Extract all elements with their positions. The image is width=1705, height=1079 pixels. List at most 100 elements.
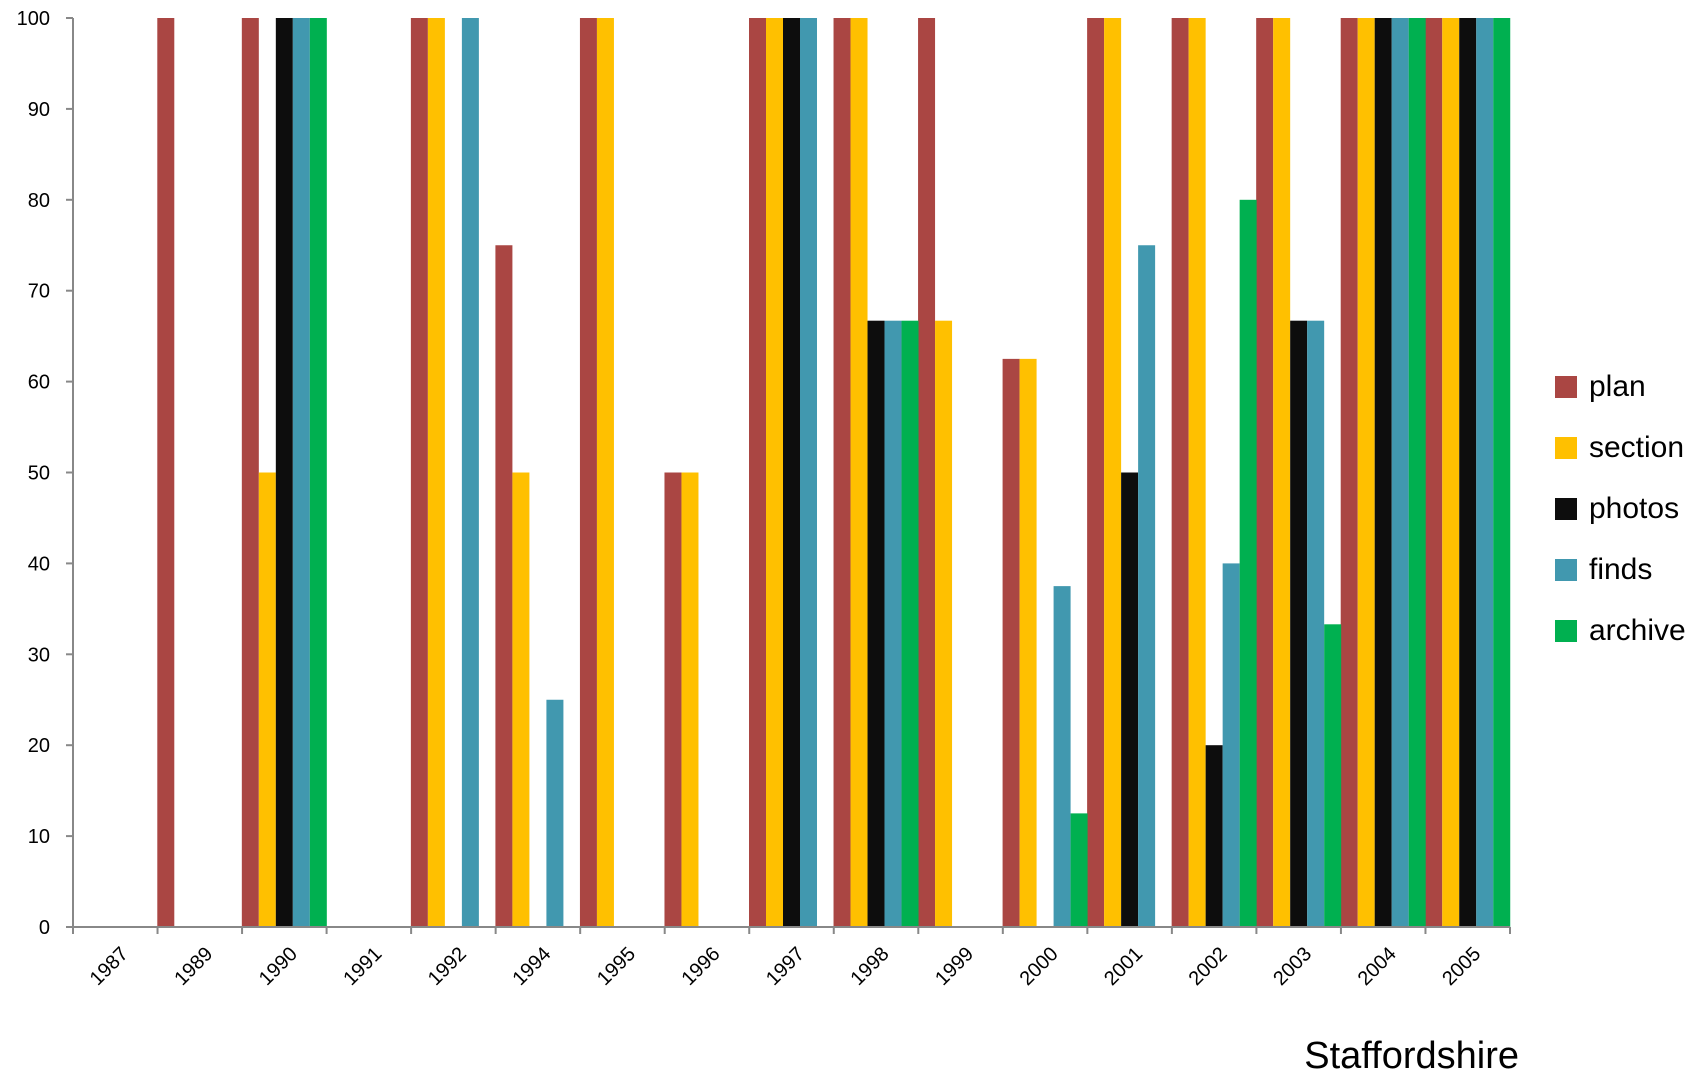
bar-section-2000 [1019, 358, 1037, 927]
y-tick-label: 40 [28, 553, 50, 575]
x-tick-label: 1998 [847, 943, 894, 990]
bar-photos-2004 [1374, 18, 1392, 927]
bar-archive-1998 [901, 320, 919, 927]
bar-section-1995 [596, 18, 614, 927]
bar-finds-1990 [292, 18, 310, 927]
bar-plan-2005 [1425, 18, 1443, 927]
legend-label: section [1589, 430, 1685, 464]
legend-item-section: section [1555, 417, 1686, 478]
bar-plan-2004 [1340, 18, 1358, 927]
bar-archive-2000 [1070, 813, 1088, 927]
bar-section-2001 [1104, 18, 1122, 927]
bar-section-1997 [766, 18, 783, 927]
y-tick-label: 80 [28, 190, 50, 212]
x-tick-label: 2004 [1354, 943, 1401, 990]
legend-swatch [1555, 375, 1577, 398]
y-tick-label: 0 [39, 917, 50, 939]
bar-plan-1994 [495, 245, 513, 927]
bar-section-1992 [427, 18, 445, 927]
bar-plan-1995 [579, 18, 597, 927]
legend-item-plan: plan [1555, 356, 1686, 417]
x-tick-label: 2002 [1185, 943, 1232, 990]
bar-plan-1998 [833, 18, 851, 927]
legend-item-finds: finds [1555, 539, 1686, 600]
bar-archive-1990 [309, 18, 327, 927]
bar-plan-1996 [664, 472, 682, 927]
bar-photos-2002 [1205, 745, 1223, 927]
bar-photos-2001 [1121, 472, 1139, 927]
x-tick-label: 1990 [255, 943, 302, 990]
legend-label: archive [1589, 613, 1686, 647]
bar-section-2004 [1357, 18, 1375, 927]
x-tick-label: 1999 [931, 943, 978, 990]
bar-finds-2005 [1476, 18, 1494, 927]
bar-finds-2002 [1222, 563, 1240, 927]
legend-swatch [1555, 436, 1577, 459]
bar-section-2005 [1442, 18, 1460, 927]
x-axis-ticks: 1987 1989 1990 1991 1992 1994 1995 1996 1997 1998… [72, 927, 1511, 990]
y-tick-label: 30 [28, 644, 50, 666]
chart-legend: plan section photos finds archive [1555, 356, 1686, 661]
x-tick-label: 1995 [593, 943, 640, 990]
bar-section-2002 [1188, 18, 1206, 927]
bar-archive-2004 [1408, 18, 1426, 927]
legend-label: finds [1589, 552, 1653, 586]
bar-finds-1998 [884, 320, 902, 927]
legend-item-archive: archive [1555, 600, 1686, 661]
y-tick-label: 90 [28, 99, 50, 121]
y-tick-label: 20 [28, 735, 50, 757]
bar-plan-1999 [918, 18, 936, 927]
bar-section-1994 [512, 472, 530, 927]
bar-plan-2001 [1087, 18, 1105, 927]
y-tick-label: 100 [17, 8, 50, 30]
bar-plan-1997 [749, 18, 766, 927]
x-tick-label: 1989 [170, 943, 217, 990]
bar-plan-1989 [157, 18, 175, 927]
y-tick-label: 60 [28, 372, 50, 394]
legend-swatch [1555, 558, 1577, 581]
bar-plan-2002 [1171, 18, 1189, 927]
bar-photos-2005 [1459, 18, 1477, 927]
bar-plan-2003 [1256, 18, 1274, 927]
bar-finds-2000 [1053, 586, 1071, 927]
y-axis-ticks: 0 10 20 30 40 50 60 70 80 90 100 [17, 8, 73, 939]
x-tick-label: 1994 [508, 943, 555, 990]
bar-photos-1998 [867, 320, 885, 927]
x-tick-label: 1997 [762, 943, 809, 990]
chart-title: Staffordshire [1304, 1035, 1519, 1077]
y-tick-label: 70 [28, 281, 50, 303]
bar-finds-1994 [546, 699, 564, 927]
bar-photos-1997 [783, 18, 800, 927]
bar-plan-1990 [241, 18, 259, 927]
bar-section-1999 [935, 320, 953, 927]
legend-label: plan [1589, 369, 1646, 403]
x-tick-label: 2001 [1100, 943, 1147, 990]
x-tick-label: 2005 [1438, 943, 1485, 990]
bar-finds-1992 [461, 18, 479, 927]
x-tick-label: 1987 [86, 943, 133, 990]
bar-archive-2005 [1493, 18, 1511, 927]
bar-finds-2001 [1138, 245, 1156, 927]
bar-archive-2002 [1239, 199, 1257, 928]
bar-plan-1992 [410, 18, 428, 927]
bar-finds-1997 [800, 18, 817, 927]
bar-section-1990 [258, 472, 276, 927]
bar-photos-1990 [275, 18, 293, 927]
bar-finds-2003 [1307, 320, 1325, 927]
x-tick-label: 1996 [677, 943, 724, 990]
bars-group [157, 18, 1511, 928]
x-tick-label: 1992 [424, 943, 471, 990]
x-tick-label: 1991 [339, 943, 386, 990]
bar-photos-2003 [1290, 320, 1308, 927]
x-tick-label: 2003 [1269, 943, 1316, 990]
bar-section-1996 [681, 472, 699, 927]
legend-swatch [1555, 497, 1577, 520]
y-tick-label: 50 [28, 463, 50, 485]
legend-item-photos: photos [1555, 478, 1686, 539]
x-tick-label: 2000 [1016, 943, 1063, 990]
legend-label: photos [1589, 491, 1680, 525]
bar-plan-2000 [1002, 358, 1020, 927]
bar-section-1998 [850, 18, 868, 927]
bar-section-2003 [1273, 18, 1291, 927]
